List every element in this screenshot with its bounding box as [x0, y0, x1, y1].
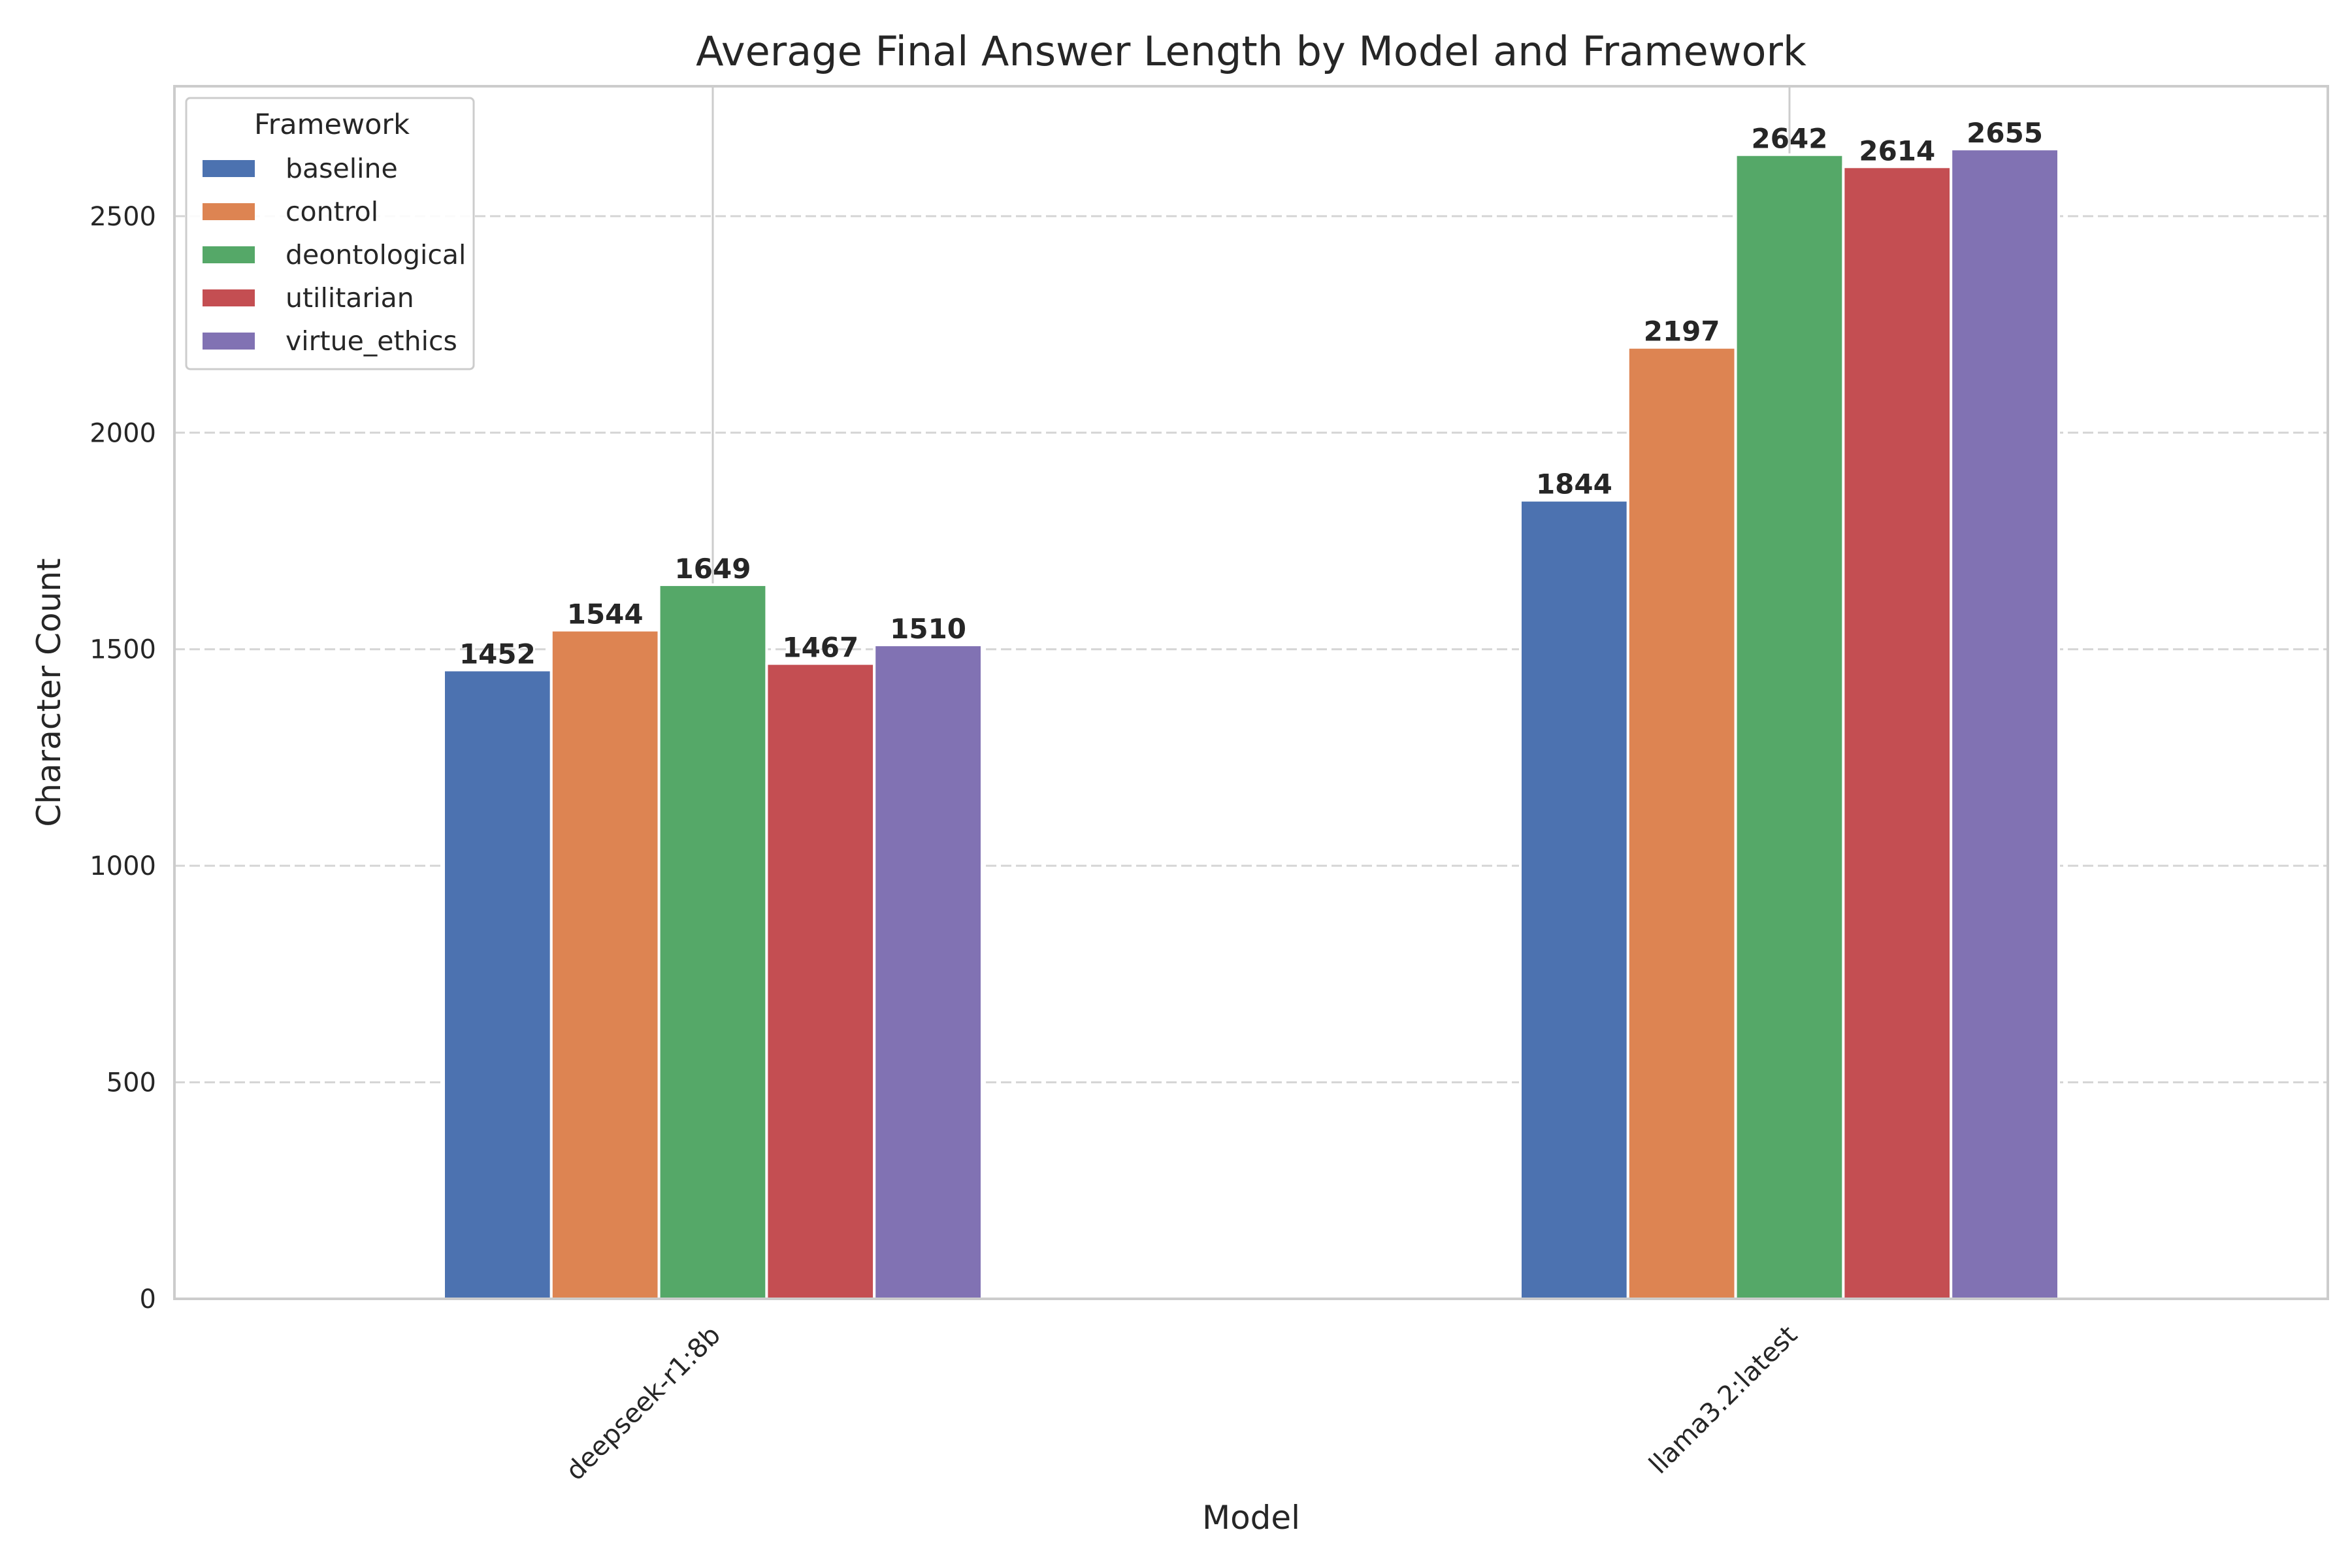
bar-value-label: 1844 [1536, 468, 1612, 500]
y-tick-labels: 0 500 1000 1500 2000 2500 [90, 202, 156, 1315]
legend-box [185, 97, 475, 370]
bar-value-label: 2197 [1644, 316, 1720, 348]
bar-value-label: 1649 [675, 553, 751, 585]
plot-frame [173, 85, 2329, 1300]
legend-label-baseline: baseline [286, 153, 398, 184]
legend-label-deontological: deontological [286, 239, 466, 270]
bar-value-label: 2642 [1752, 123, 1828, 155]
bar-control-llama3.2:latest [1626, 346, 1737, 1300]
bar-virtue_ethics-llama3.2:latest [1950, 148, 2060, 1301]
y-tick-label: 0 [140, 1284, 156, 1315]
bar-control-deepseek-r1:8b [549, 629, 661, 1300]
bar-value-label: 1544 [567, 598, 644, 630]
bar-value-label: 1510 [890, 613, 966, 645]
bar-baseline-llama3.2:latest [1519, 498, 1629, 1300]
bars [442, 148, 2060, 1301]
y-tick-label: 1500 [90, 635, 156, 665]
bar-value-label: 2614 [1859, 135, 1935, 167]
y-tick-label: 1000 [90, 851, 156, 881]
legend-label-utilitarian: utilitarian [286, 282, 414, 314]
legend-swatch-deontological [203, 246, 255, 263]
bar-virtue_ethics-deepseek-r1:8b [873, 644, 983, 1300]
legend-title: Framework [254, 108, 410, 141]
bar-value-label: 2655 [1967, 117, 2043, 149]
x-axis-label: Model [1202, 1499, 1300, 1537]
legend-swatch-control [203, 203, 255, 220]
legend-swatch-baseline [203, 160, 255, 177]
bar-utilitarian-deepseek-r1:8b [765, 662, 876, 1300]
legend: Framework baseline control deontological ut… [185, 97, 475, 370]
y-tick-label: 2500 [90, 202, 156, 232]
bar-utilitarian-llama3.2:latest [1842, 165, 1953, 1301]
y-axis-label: Character Count [30, 558, 68, 826]
bar-value-labels: 1452 1844 1544 2197 1649 2642 1467 2614 1510 2655 [459, 117, 2043, 670]
chart-title: Average Final Answer Length by Model and… [696, 27, 1806, 75]
bar-baseline-deepseek-r1:8b [442, 668, 553, 1300]
bar-deontological-deepseek-r1:8b [657, 583, 768, 1300]
legend-label-control: control [286, 196, 378, 227]
y-tick-label: 2000 [90, 418, 156, 448]
legend-swatch-virtue_ethics [203, 333, 255, 350]
legend-label-virtue_ethics: virtue_ethics [286, 325, 457, 357]
bar-deontological-llama3.2:latest [1734, 153, 1845, 1300]
legend-items: baseline control deontological utilitarian v… [203, 153, 466, 357]
y-tick-label: 500 [106, 1068, 156, 1098]
bar-value-label: 1467 [782, 632, 858, 664]
bar-value-label: 1452 [459, 638, 536, 670]
legend-swatch-utilitarian [203, 289, 255, 306]
